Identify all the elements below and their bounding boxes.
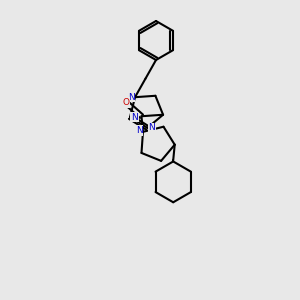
Text: N: N: [136, 126, 143, 135]
Text: O: O: [122, 98, 129, 107]
Text: N: N: [128, 93, 134, 102]
Text: N: N: [131, 112, 138, 122]
Text: N: N: [148, 123, 155, 132]
